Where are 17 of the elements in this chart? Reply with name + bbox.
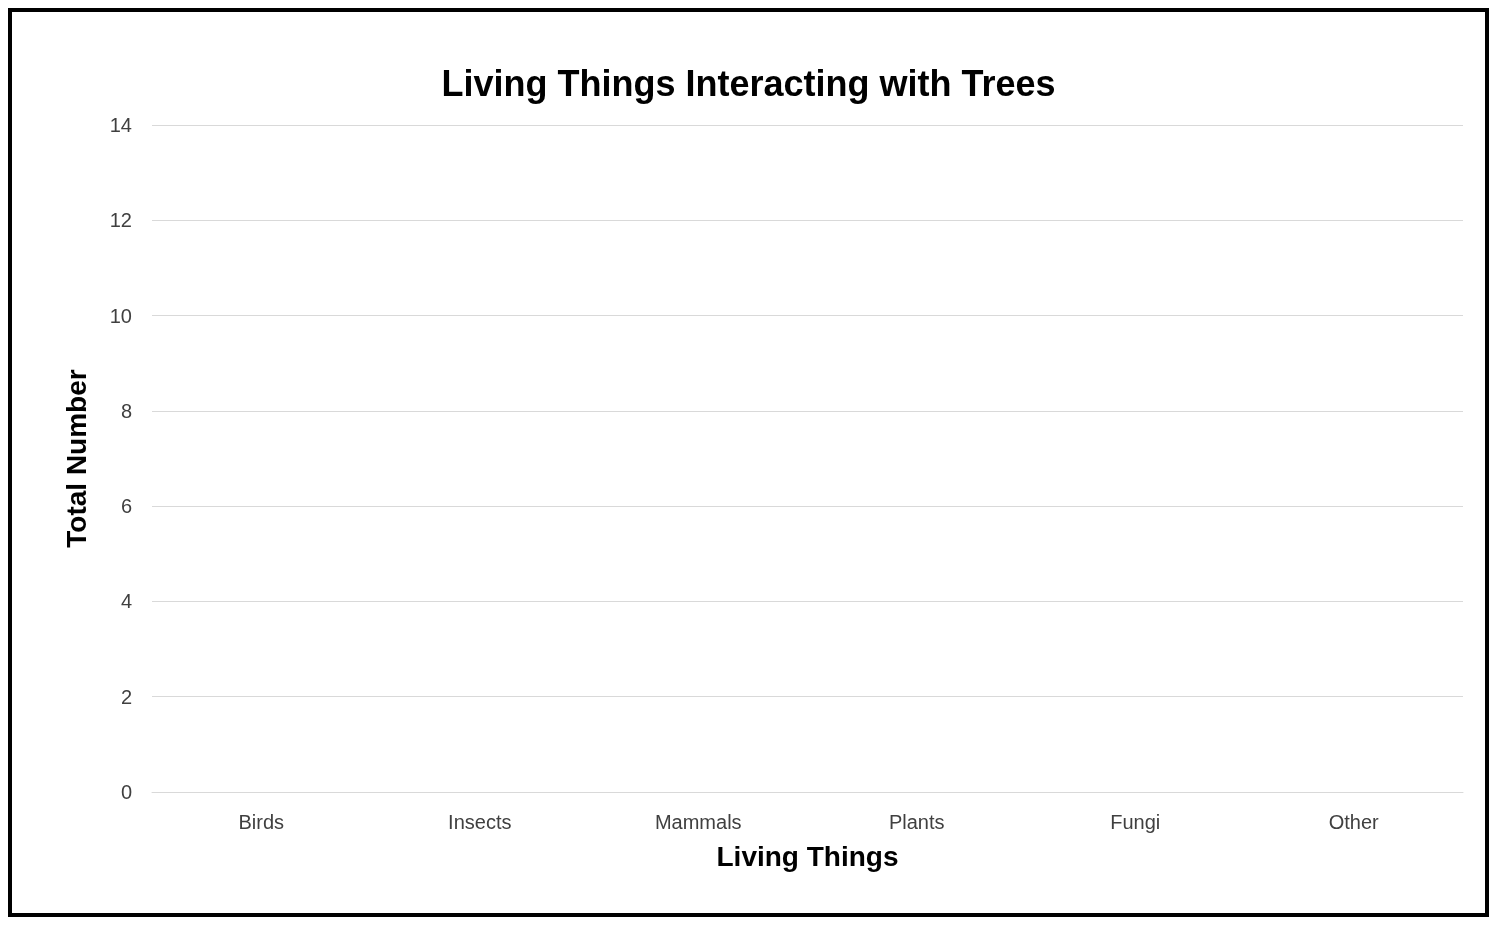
x-axis-title: Living Things bbox=[716, 840, 899, 872]
y-tick-label: 12 bbox=[109, 209, 132, 232]
y-tick-label: 14 bbox=[109, 114, 132, 136]
chart-title: Living Things Interacting with Trees bbox=[441, 62, 1056, 104]
y-tick-label: 10 bbox=[109, 304, 132, 327]
x-tick-label: Insects bbox=[448, 811, 512, 833]
y-tick-label: 2 bbox=[120, 685, 132, 708]
y-axis-title: Total Number bbox=[60, 369, 92, 548]
y-tick-label: 4 bbox=[120, 590, 132, 613]
x-tick-label: Other bbox=[1328, 811, 1380, 833]
x-tick-label: Fungi bbox=[1110, 811, 1161, 833]
y-tick-label: 0 bbox=[120, 781, 132, 803]
x-tick-label: Mammals bbox=[654, 811, 742, 833]
x-tick-label: Birds bbox=[238, 811, 285, 833]
x-tick-label: Plants bbox=[888, 811, 945, 833]
y-tick-label: 6 bbox=[120, 495, 132, 518]
y-tick-label: 8 bbox=[120, 399, 132, 422]
